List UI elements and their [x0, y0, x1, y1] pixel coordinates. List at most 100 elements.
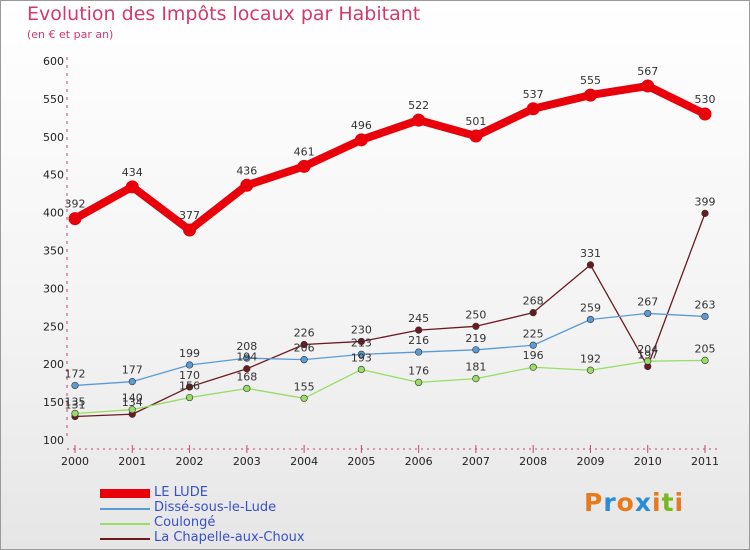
data-point: [128, 378, 136, 386]
data-label: 204: [637, 343, 658, 356]
series-line-coulonge: [74, 359, 706, 415]
proxiti-logo: Proxiti: [584, 488, 684, 517]
x-tick-label: 2001: [118, 455, 146, 468]
data-point: [240, 178, 254, 192]
data-label: 156: [179, 380, 200, 393]
data-point: [641, 79, 655, 93]
data-label: 208: [236, 340, 257, 353]
data-label: 434: [122, 166, 143, 179]
x-tick-label: 2004: [290, 455, 318, 468]
data-point: [68, 212, 82, 226]
data-label: 537: [523, 88, 544, 101]
logo-letter: t: [661, 488, 675, 517]
data-point: [357, 337, 365, 346]
data-point: [472, 346, 480, 354]
data-label: 213: [351, 336, 372, 349]
legend-label-coulonge: Coulongé: [154, 515, 216, 530]
data-label: 216: [408, 334, 429, 347]
y-tick-label: 150: [43, 396, 64, 409]
data-point: [644, 309, 652, 318]
data-point: [701, 356, 709, 365]
data-label: 496: [351, 119, 372, 132]
data-point: [529, 309, 537, 317]
data-point: [412, 113, 426, 127]
data-point: [701, 312, 709, 321]
data-label: 205: [695, 342, 716, 355]
data-point: [185, 361, 194, 369]
data-point: [415, 326, 423, 334]
legend-swatch-coulonge: [100, 523, 150, 525]
y-tick-label: 400: [43, 207, 64, 220]
data-point: [415, 348, 423, 356]
y-tick-label: 300: [43, 282, 64, 295]
data-label: 226: [294, 326, 315, 339]
data-label: 436: [236, 164, 257, 177]
data-point: [185, 383, 194, 391]
data-label: 392: [65, 198, 86, 211]
series-layer: [68, 79, 712, 421]
data-label: 192: [580, 352, 601, 365]
data-label: 131: [65, 399, 86, 412]
legend-swatch-le-lude: [100, 489, 150, 498]
data-label: 177: [122, 364, 143, 377]
data-label: 377: [179, 209, 200, 222]
x-tick-label: 2000: [61, 455, 89, 468]
data-label: 501: [465, 115, 486, 128]
data-label: 245: [408, 312, 429, 325]
data-point: [354, 133, 368, 147]
x-tick-label: 2007: [462, 455, 490, 468]
x-tick-label: 2011: [691, 455, 719, 468]
data-point: [586, 315, 595, 324]
legend-swatch-disse-sous-le-lude: [100, 508, 150, 510]
data-label: 331: [580, 247, 601, 260]
data-label: 196: [523, 349, 544, 362]
data-point: [300, 356, 308, 364]
series-line-le-lude: [71, 82, 709, 235]
data-label: 206: [294, 342, 315, 355]
series-line-disse-sous-le-lude: [74, 312, 706, 387]
logo-letter: i: [652, 488, 662, 517]
data-label: 176: [408, 364, 429, 377]
data-label: 197: [637, 348, 658, 361]
chart-title: Evolution des Impôts locaux par Habitant: [27, 3, 421, 25]
data-label: 140: [122, 392, 143, 405]
data-point: [644, 357, 652, 365]
data-labels-layer: 131 134 170 194 226 230 245 250 268 331 197 399 135 1…: [65, 65, 716, 411]
data-label: 225: [523, 327, 544, 340]
x-tick-label: 2009: [576, 455, 604, 468]
data-label: 135: [65, 395, 86, 408]
data-point: [701, 209, 709, 217]
data-label: 194: [236, 351, 257, 364]
y-tick-label: 450: [43, 169, 64, 182]
data-point: [529, 341, 537, 349]
y-tick-label: 500: [43, 131, 64, 144]
y-tick-label: 200: [43, 358, 64, 371]
data-point: [300, 340, 308, 349]
data-point: [698, 107, 712, 121]
y-tick-label: 600: [43, 55, 64, 68]
data-point: [472, 322, 480, 330]
data-label: 522: [408, 99, 429, 112]
data-point: [586, 366, 595, 374]
data-point: [183, 223, 197, 237]
data-point: [357, 365, 365, 374]
x-tick-label: 2006: [405, 455, 433, 468]
legend-label-le-lude: LE LUDE: [154, 485, 208, 500]
data-label: 259: [580, 301, 601, 314]
x-tick-label: 2005: [347, 455, 375, 468]
y-tick-label: 350: [43, 245, 64, 258]
x-tick-label: 2003: [233, 455, 261, 468]
logo-letter: P: [584, 488, 604, 517]
data-label: 193: [351, 352, 372, 365]
data-point: [583, 88, 597, 102]
data-label: 555: [580, 74, 601, 87]
data-label: 267: [637, 295, 658, 308]
logo-letter: r: [603, 488, 617, 517]
data-label: 268: [523, 295, 544, 308]
data-point: [71, 381, 79, 390]
chart-subtitle: (en € et par an): [27, 28, 114, 41]
data-label: 230: [351, 323, 372, 336]
data-point: [185, 393, 194, 402]
data-label: 263: [695, 298, 716, 311]
data-label: 155: [294, 380, 315, 393]
